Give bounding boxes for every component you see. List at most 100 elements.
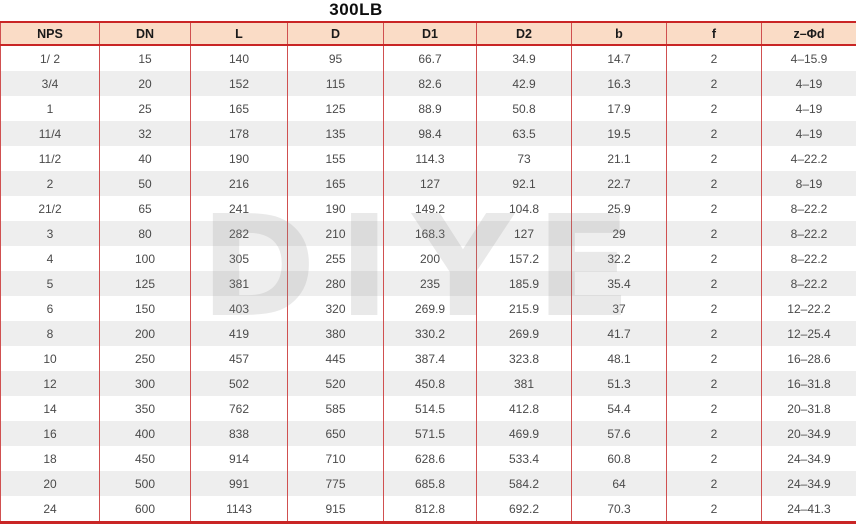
table-row: 8 200 419 380 330.2 269.9 41.7 2 12–25.4 — [0, 321, 856, 346]
table-cell: 381 — [190, 271, 288, 296]
table-cell: 70.3 — [571, 496, 667, 524]
table-cell: 685.8 — [383, 471, 477, 496]
table-cell: 21.1 — [571, 146, 667, 171]
table-cell: 2 — [666, 196, 762, 221]
table-cell: 210 — [287, 221, 384, 246]
table-cell: 63.5 — [476, 121, 572, 146]
table-cell: 8–22.2 — [761, 271, 856, 296]
table-cell: 12–22.2 — [761, 296, 856, 321]
column-header-d: D — [287, 21, 384, 46]
table-cell: 88.9 — [383, 96, 477, 121]
table-cell: 2 — [666, 146, 762, 171]
table-header: NPS DN L D D1 D2 b f z–Φd — [0, 21, 856, 46]
table-cell: 450.8 — [383, 371, 477, 396]
column-header-z-phi-d: z–Φd — [761, 21, 856, 46]
table-cell: 42.9 — [476, 71, 572, 96]
table-row: 16 400 838 650 571.5 469.9 57.6 2 20–34.9 — [0, 421, 856, 446]
table-cell: 914 — [190, 446, 288, 471]
table-cell: 692.2 — [476, 496, 572, 524]
column-header-l: L — [190, 21, 288, 46]
table-cell: 95 — [287, 45, 384, 71]
table-cell: 533.4 — [476, 446, 572, 471]
table-cell: 157.2 — [476, 246, 572, 271]
table-cell: 92.1 — [476, 171, 572, 196]
table-cell: 29 — [571, 221, 667, 246]
table-cell: 64 — [571, 471, 667, 496]
table-cell: 11/4 — [0, 121, 100, 146]
table-cell: 14.7 — [571, 45, 667, 71]
table-cell: 3/4 — [0, 71, 100, 96]
column-header-dn: DN — [99, 21, 191, 46]
table-cell: 8 — [0, 321, 100, 346]
table-cell: 469.9 — [476, 421, 572, 446]
table-cell: 2 — [666, 246, 762, 271]
table-cell: 12–25.4 — [761, 321, 856, 346]
table-cell: 21/2 — [0, 196, 100, 221]
table-cell: 50 — [99, 171, 191, 196]
table-cell: 82.6 — [383, 71, 477, 96]
table-cell: 330.2 — [383, 321, 477, 346]
table-cell: 4–19 — [761, 96, 856, 121]
table-cell: 269.9 — [476, 321, 572, 346]
table-cell: 32.2 — [571, 246, 667, 271]
table-cell: 20 — [99, 71, 191, 96]
table-row: 18 450 914 710 628.6 533.4 60.8 2 24–34.9 — [0, 446, 856, 471]
table-cell: 165 — [287, 171, 384, 196]
table-cell: 2 — [666, 221, 762, 246]
table-cell: 25 — [99, 96, 191, 121]
table-cell: 2 — [666, 271, 762, 296]
table-cell: 710 — [287, 446, 384, 471]
table-cell: 48.1 — [571, 346, 667, 371]
table-cell: 127 — [383, 171, 477, 196]
table-cell: 5 — [0, 271, 100, 296]
table-cell: 2 — [666, 496, 762, 524]
table-cell: 812.8 — [383, 496, 477, 524]
table-cell: 66.7 — [383, 45, 477, 71]
table-cell: 514.5 — [383, 396, 477, 421]
column-header-nps: NPS — [0, 21, 100, 46]
table-row: 4 100 305 255 200 157.2 32.2 2 8–22.2 — [0, 246, 856, 271]
table-cell: 775 — [287, 471, 384, 496]
table-cell: 178 — [190, 121, 288, 146]
table-cell: 269.9 — [383, 296, 477, 321]
table-cell: 320 — [287, 296, 384, 321]
table-row: 1/ 2 15 140 95 66.7 34.9 14.7 2 4–15.9 — [0, 45, 856, 71]
table-cell: 216 — [190, 171, 288, 196]
table-cell: 80 — [99, 221, 191, 246]
table-cell: 10 — [0, 346, 100, 371]
table-cell: 2 — [666, 321, 762, 346]
table-row: 12 300 502 520 450.8 381 51.3 2 16–31.8 — [0, 371, 856, 396]
table-row: 10 250 457 445 387.4 323.8 48.1 2 16–28.6 — [0, 346, 856, 371]
table-cell: 104.8 — [476, 196, 572, 221]
table-cell: 41.7 — [571, 321, 667, 346]
table-cell: 190 — [287, 196, 384, 221]
table-cell: 8–19 — [761, 171, 856, 196]
table-cell: 3 — [0, 221, 100, 246]
table-cell: 98.4 — [383, 121, 477, 146]
table-cell: 403 — [190, 296, 288, 321]
table-cell: 50.8 — [476, 96, 572, 121]
table-cell: 16 — [0, 421, 100, 446]
table-row: 5 125 381 280 235 185.9 35.4 2 8–22.2 — [0, 271, 856, 296]
table-cell: 991 — [190, 471, 288, 496]
table-cell: 305 — [190, 246, 288, 271]
table-cell: 4–19 — [761, 121, 856, 146]
table-cell: 600 — [99, 496, 191, 524]
table-row: 21/2 65 241 190 149.2 104.8 25.9 2 8–22.2 — [0, 196, 856, 221]
table-cell: 24 — [0, 496, 100, 524]
table-cell: 250 — [99, 346, 191, 371]
table-row: 11/2 40 190 155 114.3 73 21.1 2 4–22.2 — [0, 146, 856, 171]
header-row: NPS DN L D D1 D2 b f z–Φd — [0, 21, 856, 46]
table-cell: 37 — [571, 296, 667, 321]
table-cell: 114.3 — [383, 146, 477, 171]
table-cell: 6 — [0, 296, 100, 321]
table-cell: 24–34.9 — [761, 471, 856, 496]
table-cell: 24–41.3 — [761, 496, 856, 524]
table-cell: 168.3 — [383, 221, 477, 246]
table-cell: 200 — [99, 321, 191, 346]
table-cell: 185.9 — [476, 271, 572, 296]
table-cell: 1 — [0, 96, 100, 121]
table-cell: 2 — [666, 45, 762, 71]
table-cell: 35.4 — [571, 271, 667, 296]
table-cell: 2 — [666, 96, 762, 121]
